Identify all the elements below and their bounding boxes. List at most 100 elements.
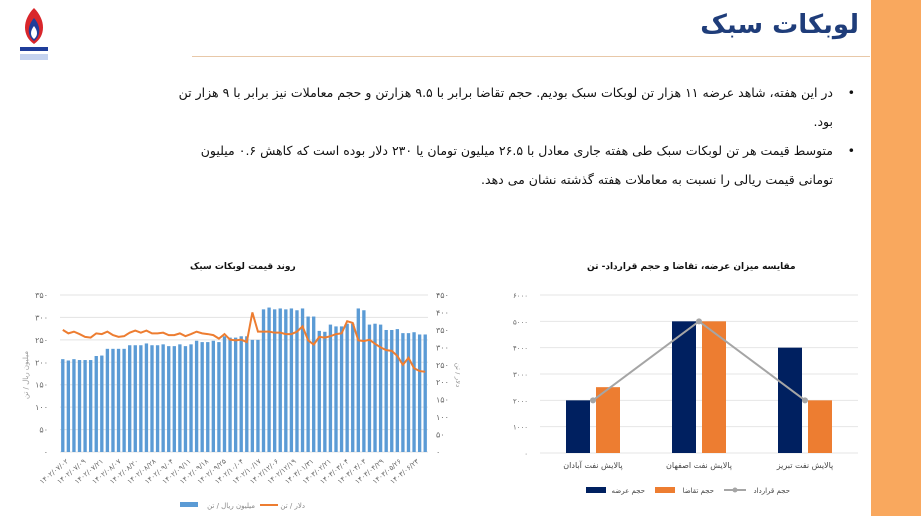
supply-chart-title: مقایسه میزان عرضه، تقاضا و حجم قرارداد- … (587, 262, 796, 272)
price-bar (339, 326, 344, 452)
bar-supply (778, 347, 802, 453)
price-bar (233, 337, 238, 452)
price-bar (77, 360, 82, 452)
price-bar (239, 336, 243, 452)
y-axis-title: میلیون ریال / تن (22, 351, 30, 399)
price-bar (351, 323, 355, 452)
price-bar (256, 339, 260, 452)
price-bar (194, 340, 199, 452)
price-bar (334, 326, 338, 452)
summary-bullets: در این هفته، شاهد عرضه ۱۱ هزار تن لوبکات… (165, 78, 855, 194)
price-bar (222, 336, 227, 452)
price-bar (105, 348, 110, 452)
price-bar (228, 337, 232, 452)
legend-demand-swatch (655, 487, 675, 493)
price-bar (61, 359, 65, 452)
price-bar (178, 344, 182, 452)
price-bar (144, 343, 149, 452)
price-bar (139, 345, 143, 452)
price-bar (122, 348, 126, 452)
y2-tick-label: ۱۰۰ (436, 413, 449, 422)
price-bar (384, 329, 388, 452)
price-bar (94, 356, 98, 452)
price-bar (200, 342, 204, 452)
y-tick-label: ۲۰۰ (35, 358, 48, 367)
price-bar (289, 308, 294, 452)
price-bar (278, 308, 282, 452)
y-tick-label: ۰ (44, 448, 48, 457)
y-tick-label: ۱۵۰ (35, 381, 48, 390)
price-bar (317, 330, 321, 452)
supply-demand-chart: ۰ ۱۰۰۰ ۲۰۰۰ ۳۰۰۰ ۴۰۰۰ ۵۰۰۰ ۶۰۰۰ پالایش نفت آباد… (513, 292, 858, 495)
category-label: پالایش نفت آبادان (563, 460, 622, 470)
price-bar (250, 339, 255, 452)
legend-demand-label: حجم تقاضا (683, 487, 714, 495)
y2-axis-title: دلار / تن (454, 363, 460, 388)
price-bar (155, 345, 160, 452)
contract-line (592, 320, 806, 402)
price-bar (401, 333, 405, 452)
price-bar (284, 309, 288, 452)
price-bar (412, 332, 416, 452)
contract-point (590, 397, 596, 404)
price-bar (373, 323, 377, 452)
price-bar (312, 316, 316, 452)
y-tick-label: ۱۰۰۰ (513, 424, 528, 432)
y2-tick-label: ۰ (436, 448, 440, 457)
y2-tick-label: ۳۰۰ (436, 343, 449, 352)
price-bar (133, 345, 137, 452)
bar-demand (702, 321, 726, 453)
price-bar (323, 331, 327, 452)
y-tick-label: ۳۵۰ (35, 291, 48, 300)
y2-tick-label: ۴۵۰ (436, 291, 449, 300)
legend-contract-marker (732, 487, 738, 493)
price-bar (272, 309, 277, 452)
y2-tick-label: ۴۰۰ (436, 308, 449, 317)
price-bar (245, 336, 249, 452)
price-bar (128, 345, 132, 452)
y-tick-label: ۳۰۰۰ (513, 371, 528, 379)
legend-contract-label: حجم قرارداد (754, 487, 790, 495)
price-bar (100, 355, 104, 452)
price-bar (83, 360, 87, 452)
price-bar (378, 324, 383, 452)
price-bar (72, 359, 76, 452)
legend-bar-swatch (180, 502, 198, 507)
price-bar (423, 334, 427, 452)
price-bar (345, 323, 349, 452)
bar-supply (672, 321, 696, 453)
naftakhabar-logo (20, 8, 48, 60)
bullet-item: متوسط قیمت هر تن لوبکات سبک طی هفته جاری… (165, 136, 855, 194)
y-tick-label: ۵۰۰۰ (513, 318, 528, 326)
y2-tick-label: ۵۰ (436, 431, 445, 440)
y-tick-label: ۰ (524, 450, 528, 458)
price-bar (417, 334, 422, 452)
price-bar (362, 310, 366, 452)
price-chart-title: روند قیمت لوبکات سبک (190, 262, 296, 272)
price-bar (167, 346, 171, 452)
price-bar (406, 333, 411, 452)
contract-point (802, 397, 808, 404)
legend-bar-label: میلیون ریال / تن (207, 502, 255, 510)
price-bar (395, 329, 400, 452)
y-tick-label: ۲۵۰ (35, 336, 48, 345)
price-bar (217, 342, 221, 452)
price-bar (150, 345, 154, 452)
price-bar (367, 324, 372, 452)
legend-supply-swatch (586, 487, 606, 493)
price-bar (116, 348, 121, 452)
category-label: پالایش نفت اصفهان (666, 461, 732, 470)
page-title: لوبکات سبک (700, 10, 859, 40)
price-trend-chart: ۰ ۵۰ ۱۰۰ ۱۵۰ ۲۰۰ ۲۵۰ ۳۰۰ ۳۵۰ ۰ ۵۰ ۱۰۰ ۱۵۰ ۲۰۰ ۲۵۰ ۳۰۰ ۳… (22, 291, 460, 510)
y-tick-label: ۲۰۰۰ (513, 397, 528, 405)
y-tick-label: ۶۰۰۰ (513, 292, 528, 300)
price-bar (111, 348, 115, 452)
price-bar (300, 308, 305, 452)
bar-demand (596, 387, 620, 453)
price-bar (306, 316, 310, 452)
category-label: پالایش نفت تبریز (776, 461, 834, 470)
price-bar (161, 344, 165, 452)
price-bar (356, 308, 360, 452)
legend-line-label: دلار / تن (280, 502, 305, 510)
